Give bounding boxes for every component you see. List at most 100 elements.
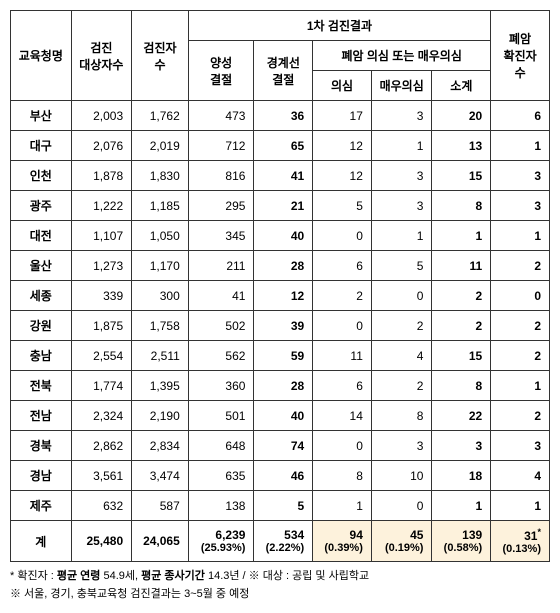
cell-target: 3,561	[71, 461, 132, 491]
cell-target: 1,875	[71, 311, 132, 341]
col-target: 검진 대상자수	[71, 11, 132, 101]
total-sub-val: 139	[462, 528, 482, 542]
table-row: 충남2,5542,51156259114152	[11, 341, 550, 371]
total-susp-pct: (0.39%)	[317, 542, 363, 554]
cell-sub: 2	[432, 281, 491, 311]
fn1-v1: 54.9세,	[100, 570, 141, 582]
cell-sub: 3	[432, 431, 491, 461]
total-tested: 24,065	[132, 521, 189, 562]
col-tested: 검진자 수	[132, 11, 189, 101]
cell-susp: 0	[313, 431, 372, 461]
cell-strong: 3	[371, 161, 432, 191]
cell-tested: 1,830	[132, 161, 189, 191]
cell-pos: 502	[188, 311, 254, 341]
cell-tested: 300	[132, 281, 189, 311]
cell-strong: 10	[371, 461, 432, 491]
table-row: 인천1,8781,83081641123153	[11, 161, 550, 191]
cell-office: 전남	[11, 401, 72, 431]
total-strong-val: 45	[410, 528, 423, 542]
cell-target: 2,076	[71, 131, 132, 161]
cell-strong: 4	[371, 341, 432, 371]
cell-tested: 2,190	[132, 401, 189, 431]
table-row: 부산2,0031,76247336173206	[11, 101, 550, 131]
total-border-val: 534	[284, 528, 304, 542]
cell-strong: 2	[371, 371, 432, 401]
screening-results-table: 교육청명 검진 대상자수 검진자 수 1차 검진결과 폐암 확진자 수 양성 결…	[10, 10, 550, 562]
cell-conf: 1	[491, 131, 550, 161]
cell-susp: 2	[313, 281, 372, 311]
table-row: 제주63258713851011	[11, 491, 550, 521]
table-row: 울산1,2731,1702112865112	[11, 251, 550, 281]
cell-border: 65	[254, 131, 313, 161]
cell-target: 1,774	[71, 371, 132, 401]
total-conf-sup: *	[537, 527, 541, 537]
cell-susp: 0	[313, 311, 372, 341]
cell-tested: 2,019	[132, 131, 189, 161]
cell-strong: 2	[371, 311, 432, 341]
cell-susp: 6	[313, 251, 372, 281]
total-sub: 139 (0.58%)	[432, 521, 491, 562]
cell-susp: 8	[313, 461, 372, 491]
col-positive: 양성 결절	[188, 41, 254, 101]
cell-office: 경남	[11, 461, 72, 491]
cell-office: 인천	[11, 161, 72, 191]
cell-susp: 0	[313, 221, 372, 251]
total-pos: 6,239 (25.93%)	[188, 521, 254, 562]
fn1-b1: 평균 연령	[57, 570, 101, 582]
cell-conf: 2	[491, 341, 550, 371]
cell-pos: 635	[188, 461, 254, 491]
cell-border: 40	[254, 221, 313, 251]
col-cancer-suspect-group: 폐암 의심 또는 매우의심	[313, 41, 491, 71]
cell-office: 강원	[11, 311, 72, 341]
total-conf: 31* (0.13%)	[491, 521, 550, 562]
cell-border: 12	[254, 281, 313, 311]
total-conf-pct: (0.13%)	[495, 543, 541, 555]
cell-office: 부산	[11, 101, 72, 131]
cell-tested: 2,834	[132, 431, 189, 461]
table-row: 전남2,3242,19050140148222	[11, 401, 550, 431]
cell-sub: 18	[432, 461, 491, 491]
cell-office: 대전	[11, 221, 72, 251]
cell-conf: 0	[491, 281, 550, 311]
cell-sub: 11	[432, 251, 491, 281]
cell-strong: 1	[371, 221, 432, 251]
cell-conf: 1	[491, 221, 550, 251]
cell-tested: 1,050	[132, 221, 189, 251]
cell-tested: 3,474	[132, 461, 189, 491]
table-row: 경남3,5613,47463546810184	[11, 461, 550, 491]
cell-office: 제주	[11, 491, 72, 521]
cell-susp: 1	[313, 491, 372, 521]
cell-conf: 1	[491, 491, 550, 521]
cell-pos: 712	[188, 131, 254, 161]
cell-border: 40	[254, 401, 313, 431]
cell-border: 59	[254, 341, 313, 371]
cell-susp: 14	[313, 401, 372, 431]
cell-office: 충남	[11, 341, 72, 371]
cell-conf: 4	[491, 461, 550, 491]
cell-tested: 1,185	[132, 191, 189, 221]
cell-strong: 8	[371, 401, 432, 431]
cell-pos: 360	[188, 371, 254, 401]
cell-tested: 1,758	[132, 311, 189, 341]
total-pos-val: 6,239	[215, 528, 245, 542]
cell-target: 1,878	[71, 161, 132, 191]
cell-susp: 17	[313, 101, 372, 131]
table-row: 세종33930041122020	[11, 281, 550, 311]
cell-tested: 587	[132, 491, 189, 521]
cell-sub: 1	[432, 221, 491, 251]
cell-susp: 5	[313, 191, 372, 221]
cell-sub: 2	[432, 311, 491, 341]
cell-strong: 5	[371, 251, 432, 281]
cell-target: 1,107	[71, 221, 132, 251]
col-strong-suspect: 매우의심	[371, 71, 432, 101]
total-sub-pct: (0.58%)	[436, 542, 482, 554]
table-row: 대전1,1071,050345400111	[11, 221, 550, 251]
cell-border: 28	[254, 251, 313, 281]
cell-target: 1,222	[71, 191, 132, 221]
cell-pos: 211	[188, 251, 254, 281]
cell-pos: 648	[188, 431, 254, 461]
cell-office: 경북	[11, 431, 72, 461]
cell-tested: 1,395	[132, 371, 189, 401]
col-first-result: 1차 검진결과	[188, 11, 490, 41]
footnote-1: * 확진자 : 평균 연령 54.9세, 평균 종사기간 14.3년 / ※ 대…	[10, 568, 550, 586]
